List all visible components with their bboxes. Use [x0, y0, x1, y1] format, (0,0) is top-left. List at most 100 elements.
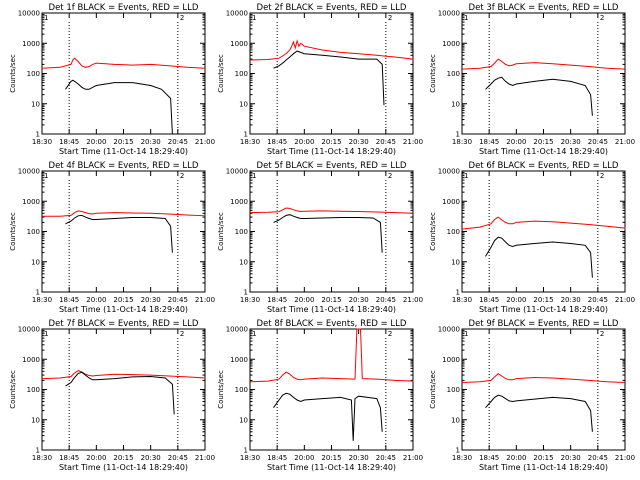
marker-label-2: 2	[180, 172, 184, 180]
y-tick-label: 10000	[438, 168, 460, 176]
y-tick-label: 1	[244, 131, 248, 139]
x-tick-label: 21:00	[195, 296, 215, 304]
marker-label-1: 1	[44, 172, 48, 180]
x-axis-label: Start Time (11-Oct-14 18:29:40)	[59, 463, 188, 472]
y-axis-label: Counts/sec	[429, 370, 437, 409]
x-tick-label: 18:45	[267, 454, 287, 462]
x-tick-label: 20:30	[349, 454, 369, 462]
marker-label-1: 1	[252, 14, 256, 22]
x-tick-label: 20:45	[376, 296, 396, 304]
chart-panel-9: Det 9f BLACK = Events, RED = LLD11010010…	[429, 319, 635, 472]
y-tick-label: 1000	[22, 198, 40, 206]
x-axis-label: Start Time (11-Oct-14 18:29:40)	[267, 305, 396, 314]
y-tick-label: 100	[27, 228, 40, 236]
x-tick-label: 20:45	[588, 296, 608, 304]
chart-panel-4: Det 4f BLACK = Events, RED = LLD11010010…	[9, 161, 215, 314]
x-axis-label: Start Time (11-Oct-14 18:29:40)	[267, 463, 396, 472]
plot-frame	[461, 12, 626, 135]
x-tick-label: 20:30	[561, 454, 581, 462]
marker-label-2: 2	[600, 172, 604, 180]
y-tick-label: 100	[27, 70, 40, 78]
y-tick-label: 10	[239, 416, 248, 424]
x-tick-label: 20:15	[321, 454, 341, 462]
chart-title: Det 3f BLACK = Events, RED = LLD	[469, 3, 619, 13]
chart-panel-1: Det 1f BLACK = Events, RED = LLD11010010…	[9, 3, 215, 156]
lld-series-line	[249, 328, 414, 383]
lld-series-line	[42, 210, 206, 217]
x-tick-label: 18:30	[240, 454, 260, 462]
marker-label-2: 2	[388, 330, 392, 338]
x-tick-label: 20:00	[506, 296, 526, 304]
lld-series-line	[249, 207, 414, 214]
y-tick-label: 10000	[438, 326, 460, 334]
x-tick-label: 20:00	[294, 296, 314, 304]
marker-label-1: 1	[252, 330, 256, 338]
y-tick-label: 10000	[226, 326, 248, 334]
y-tick-label: 1000	[230, 198, 248, 206]
plot-frame	[461, 170, 626, 293]
x-axis-label: Start Time (11-Oct-14 18:29:40)	[479, 463, 608, 472]
events-series-line	[485, 76, 593, 116]
chart-title: Det 5f BLACK = Events, RED = LLD	[257, 161, 407, 171]
x-tick-label: 20:00	[506, 138, 526, 146]
x-tick-label: 21:00	[615, 454, 635, 462]
marker-label-2: 2	[600, 14, 604, 22]
y-tick-label: 1	[36, 289, 40, 297]
x-tick-label: 20:45	[168, 296, 188, 304]
marker-label-2: 2	[388, 172, 392, 180]
y-tick-label: 10000	[18, 10, 40, 18]
y-tick-label: 10	[239, 100, 248, 108]
chart-panel-5: Det 5f BLACK = Events, RED = LLD11010010…	[217, 161, 423, 314]
plot-frame	[249, 170, 414, 293]
x-tick-label: 20:00	[294, 454, 314, 462]
y-axis-label: Counts/sec	[429, 54, 437, 93]
marker-label-1: 1	[44, 14, 48, 22]
marker-label-1: 1	[44, 330, 48, 338]
plot-frame	[249, 328, 414, 451]
x-axis-label: Start Time (11-Oct-14 18:29:40)	[479, 305, 608, 314]
plot-frame	[41, 170, 206, 293]
chart-title: Det 9f BLACK = Events, RED = LLD	[469, 319, 619, 329]
y-tick-label: 100	[447, 70, 460, 78]
x-tick-label: 20:45	[588, 138, 608, 146]
events-series-line	[273, 392, 383, 441]
x-tick-label: 20:00	[86, 454, 106, 462]
lld-series-line	[41, 370, 206, 380]
y-tick-label: 10	[451, 100, 460, 108]
y-tick-label: 10000	[226, 10, 248, 18]
plot-frame	[461, 328, 626, 451]
lld-series-line	[461, 58, 626, 70]
y-tick-label: 10000	[226, 168, 248, 176]
x-tick-label: 20:45	[376, 138, 396, 146]
y-tick-label: 1	[36, 131, 40, 139]
x-tick-label: 18:30	[240, 296, 260, 304]
y-axis-label: Counts/sec	[9, 370, 17, 409]
x-tick-label: 20:30	[561, 138, 581, 146]
x-tick-label: 20:45	[168, 454, 188, 462]
x-tick-label: 20:30	[141, 296, 161, 304]
x-tick-label: 18:45	[59, 454, 79, 462]
x-axis-label: Start Time (11-Oct-14 18:29:40)	[479, 147, 608, 156]
marker-label-1: 1	[464, 330, 468, 338]
x-tick-label: 21:00	[195, 454, 215, 462]
marker-label-1: 1	[464, 14, 468, 22]
y-axis-label: Counts/sec	[217, 54, 225, 93]
x-tick-label: 21:00	[403, 138, 423, 146]
y-tick-label: 100	[235, 228, 248, 236]
events-series-line	[273, 214, 383, 253]
x-tick-label: 21:00	[615, 296, 635, 304]
y-tick-label: 10000	[438, 10, 460, 18]
plot-frame	[41, 328, 206, 451]
x-tick-label: 20:30	[561, 296, 581, 304]
y-tick-label: 1000	[442, 356, 460, 364]
x-tick-label: 18:30	[240, 138, 260, 146]
x-tick-label: 21:00	[195, 138, 215, 146]
x-tick-label: 20:00	[86, 296, 106, 304]
x-tick-label: 21:00	[615, 138, 635, 146]
x-tick-label: 20:15	[113, 296, 133, 304]
x-tick-label: 20:30	[141, 138, 161, 146]
y-tick-label: 100	[447, 386, 460, 394]
events-series-line	[65, 79, 173, 135]
